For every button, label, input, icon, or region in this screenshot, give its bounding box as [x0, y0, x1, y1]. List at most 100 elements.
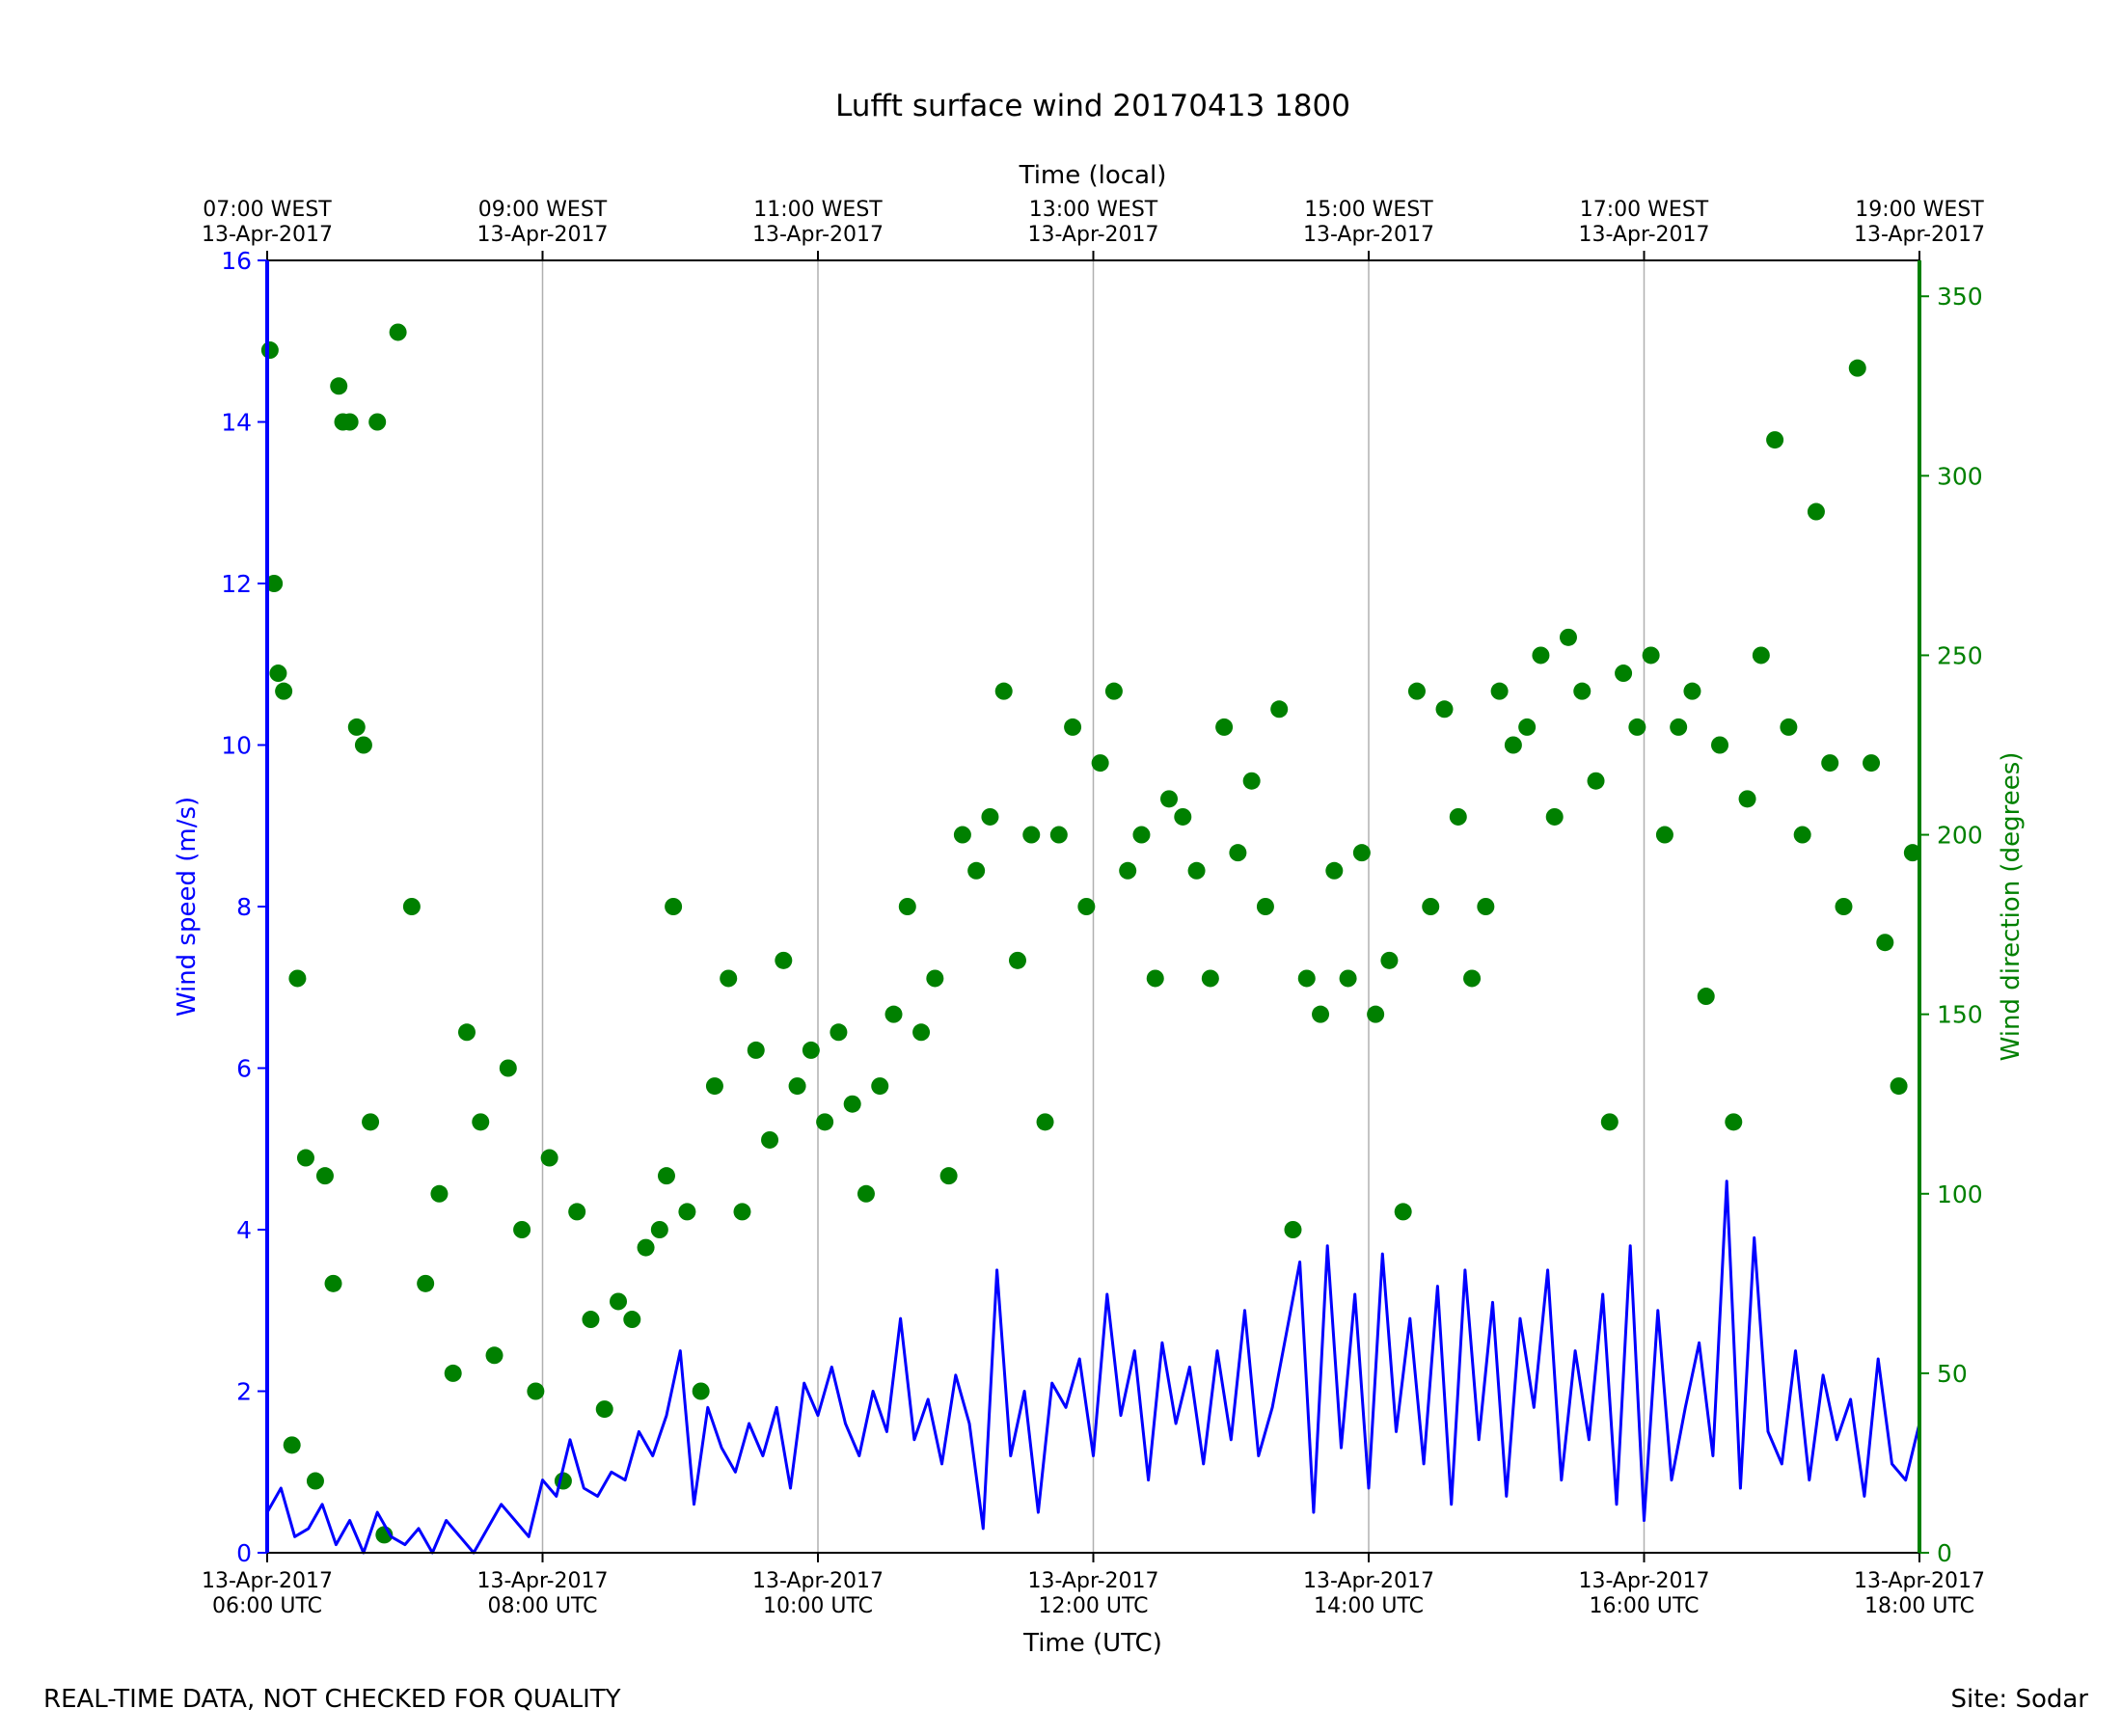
wind-direction-point [582, 1311, 600, 1329]
wind-direction-point [1256, 898, 1274, 915]
wind-direction-point [1380, 951, 1399, 969]
wind-direction-point [720, 969, 738, 988]
wind-direction-point [296, 1149, 314, 1167]
wind-direction-point [884, 1005, 903, 1023]
left-tick-label: 4 [236, 1216, 252, 1244]
top-tick-time: 17:00 WEST [1580, 198, 1709, 222]
wind-direction-point [1435, 700, 1454, 719]
wind-direction-point [513, 1221, 531, 1238]
wind-direction-point [485, 1346, 503, 1365]
left-tick-label: 8 [236, 893, 252, 921]
wind-direction-point [747, 1041, 765, 1059]
wind-direction-point [775, 951, 793, 969]
wind-direction-point [1504, 736, 1522, 754]
bottom-tick-time: 14:00 UTC [1314, 1594, 1424, 1618]
wind-direction-point [1587, 772, 1605, 790]
wind-direction-point [275, 682, 293, 700]
bottom-tick-date: 13-Apr-2017 [1027, 1569, 1158, 1593]
top-tick-time: 11:00 WEST [753, 198, 883, 222]
wind-direction-point [665, 898, 683, 915]
wind-direction-point [1422, 898, 1440, 915]
bottom-tick-time: 16:00 UTC [1589, 1594, 1699, 1618]
wind-direction-point [1463, 969, 1482, 988]
wind-direction-point [788, 1077, 806, 1096]
wind-direction-point [1738, 790, 1756, 808]
wind-direction-point [953, 826, 971, 844]
wind-direction-point [499, 1059, 517, 1077]
wind-direction-point [637, 1238, 655, 1257]
wind-direction-point [1890, 1077, 1908, 1096]
left-tick-label: 2 [236, 1378, 252, 1406]
wind-direction-point [260, 341, 279, 360]
wind-direction-point [967, 861, 986, 880]
wind-direction-point [430, 1184, 449, 1203]
wind-direction-point [1725, 1113, 1743, 1131]
wind-direction-point [347, 718, 366, 736]
wind-direction-point [1187, 861, 1206, 880]
bottom-tick-time: 18:00 UTC [1864, 1594, 1974, 1618]
top-tick-date: 13-Apr-2017 [1027, 223, 1158, 247]
wind-direction-series [260, 323, 1921, 1544]
wind-direction-point [816, 1113, 834, 1131]
top-tick-time: 09:00 WEST [478, 198, 608, 222]
bottom-tick-date: 13-Apr-2017 [476, 1569, 608, 1593]
bottom-tick-time: 06:00 UTC [212, 1594, 322, 1618]
wind-direction-point [1793, 826, 1811, 844]
right-tick-label: 150 [1937, 1001, 1983, 1029]
wind-direction-point [1697, 988, 1715, 1006]
wind-direction-point [1407, 682, 1426, 700]
wind-direction-point [1766, 431, 1784, 449]
quality-disclaimer: REAL-TIME DATA, NOT CHECKED FOR QUALITY [43, 1685, 621, 1714]
wind-direction-point [912, 1023, 931, 1042]
wind-direction-point [402, 898, 421, 915]
wind-direction-point [1146, 969, 1164, 988]
wind-direction-point [1600, 1113, 1619, 1131]
bottom-tick-date: 13-Apr-2017 [202, 1569, 333, 1593]
wind-direction-point [657, 1167, 675, 1185]
wind-direction-point [1201, 969, 1219, 988]
top-tick-date: 13-Apr-2017 [752, 223, 884, 247]
chart-title: Lufft surface wind 20170413 1800 [835, 89, 1350, 123]
bottom-tick-time: 10:00 UTC [763, 1594, 873, 1618]
left-tick-label: 16 [221, 247, 252, 275]
bottom-tick-date: 13-Apr-2017 [1578, 1569, 1709, 1593]
wind-direction-point [623, 1311, 641, 1329]
wind-direction-point [1642, 646, 1660, 665]
right-axis-label: Wind direction (degrees) [1997, 752, 2026, 1062]
wind-direction-point [1284, 1221, 1302, 1238]
wind-direction-point [857, 1184, 875, 1203]
wind-direction-point [1104, 682, 1123, 700]
wind-direction-point [939, 1167, 958, 1185]
wind-direction-point [595, 1400, 613, 1419]
wind-direction-point [692, 1382, 710, 1400]
left-tick-label: 6 [236, 1055, 252, 1083]
wind-direction-point [1325, 861, 1344, 880]
wind-direction-point [1848, 359, 1866, 377]
wind-direction-point [1215, 718, 1234, 736]
right-tick-label: 250 [1937, 641, 1983, 669]
wind-direction-point [457, 1023, 476, 1042]
wind-direction-point [1449, 807, 1467, 826]
wind-direction-point [1174, 807, 1192, 826]
right-tick-label: 300 [1937, 462, 1983, 490]
wind-direction-point [324, 1274, 342, 1292]
wind-direction-point [1077, 898, 1096, 915]
wind-direction-point [1490, 682, 1509, 700]
wind-direction-point [1545, 807, 1564, 826]
wind-direction-point [1615, 665, 1633, 683]
right-tick-label: 0 [1937, 1539, 1952, 1567]
wind-direction-point [389, 323, 407, 341]
wind-direction-point [368, 413, 387, 431]
wind-direction-point [1807, 502, 1825, 521]
wind-direction-point [705, 1077, 723, 1096]
wind-direction-point [1863, 754, 1881, 773]
wind-direction-point [1132, 826, 1151, 844]
bottom-axis-label: Time (UTC) [1022, 1629, 1162, 1658]
bottom-tick-time: 08:00 UTC [487, 1594, 597, 1618]
wind-direction-point [472, 1113, 490, 1131]
top-tick-date: 13-Apr-2017 [1303, 223, 1434, 247]
top-tick-date: 13-Apr-2017 [1578, 223, 1709, 247]
wind-direction-point [871, 1077, 889, 1096]
wind-direction-point [444, 1364, 462, 1382]
